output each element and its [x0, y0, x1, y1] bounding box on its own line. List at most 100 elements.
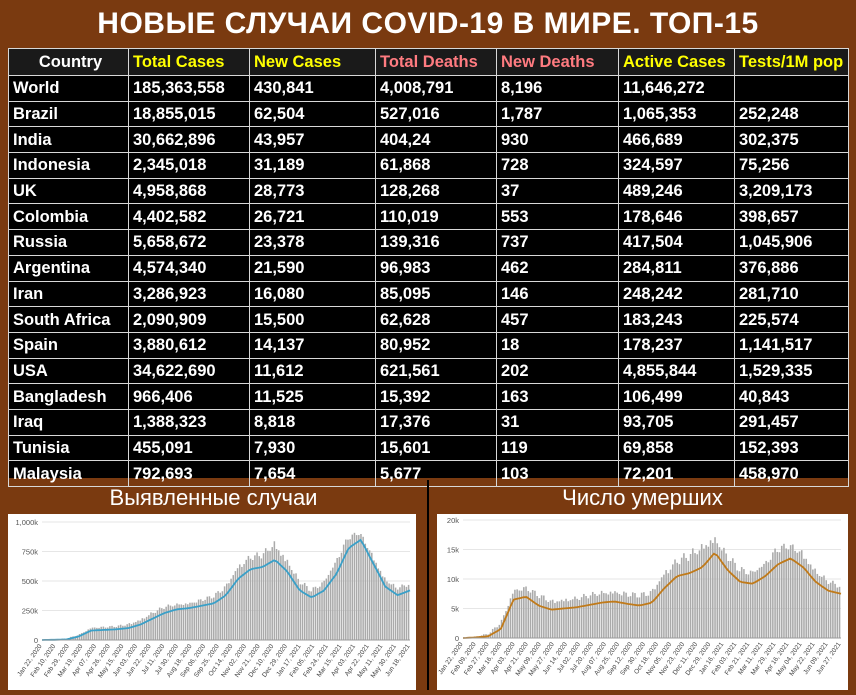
col-total-deaths-cell: 139,316	[376, 230, 497, 256]
daily-bar	[712, 543, 714, 638]
col-new-deaths-cell: 146	[497, 281, 619, 307]
col-new-deaths-cell: 457	[497, 307, 619, 333]
daily-bar	[661, 577, 663, 638]
daily-bar	[360, 534, 362, 640]
col-total-deaths-cell: 85,095	[376, 281, 497, 307]
col-total-deaths-cell: 96,983	[376, 255, 497, 281]
daily-bar	[781, 546, 783, 638]
daily-bar	[685, 558, 687, 638]
daily-bar	[623, 592, 625, 638]
daily-bar	[563, 601, 565, 638]
daily-bar	[788, 550, 790, 638]
daily-bar	[159, 608, 161, 640]
daily-bar	[310, 591, 312, 640]
daily-bar	[215, 593, 217, 640]
daily-bar	[645, 596, 647, 638]
col-country-cell: Colombia	[9, 204, 129, 230]
daily-bar	[248, 556, 250, 640]
daily-bar	[265, 548, 267, 640]
daily-bar	[612, 593, 614, 638]
col-active-cases-cell: 324,597	[619, 153, 735, 179]
daily-bar	[354, 533, 356, 640]
daily-bar	[632, 592, 634, 638]
daily-bar	[683, 553, 685, 638]
daily-bar	[585, 596, 587, 638]
daily-bar	[570, 600, 572, 638]
daily-bar	[732, 558, 734, 638]
col-new-cases-cell: 43,957	[250, 127, 376, 153]
daily-bar	[408, 585, 410, 640]
daily-bar	[765, 561, 767, 638]
col-active-cases-cell: 4,855,844	[619, 358, 735, 384]
daily-bar	[741, 567, 743, 638]
col-new-cases-cell: 11,612	[250, 358, 376, 384]
daily-bar	[313, 587, 315, 640]
daily-bar	[349, 539, 351, 640]
col-new-cases-cell: 62,504	[250, 101, 376, 127]
daily-bar	[274, 541, 276, 640]
col-active-cases-cell: 178,646	[619, 204, 735, 230]
daily-bar	[111, 626, 113, 640]
daily-bar	[839, 587, 841, 638]
page-title: НОВЫЕ СЛУЧАИ COVID-19 В МИРЕ. ТОП-15	[0, 0, 856, 46]
daily-bar	[129, 623, 131, 640]
daily-bar	[656, 585, 658, 638]
daily-bar	[380, 571, 382, 640]
col-country-header: Country	[9, 49, 129, 76]
daily-bar	[701, 544, 703, 638]
col-total-deaths-cell: 4,008,791	[376, 76, 497, 102]
daily-bar	[648, 596, 650, 638]
col-total-cases-cell: 4,402,582	[129, 204, 250, 230]
col-country-cell: UK	[9, 178, 129, 204]
col-tests-per-1m-cell: 152,393	[735, 435, 849, 461]
daily-bar	[674, 559, 676, 638]
col-country-cell: India	[9, 127, 129, 153]
col-total-cases-cell: 4,574,340	[129, 255, 250, 281]
daily-bar	[545, 600, 547, 638]
col-total-deaths-cell: 621,561	[376, 358, 497, 384]
daily-bar	[94, 627, 96, 640]
col-country-cell: World	[9, 76, 129, 102]
daily-bar	[576, 599, 578, 638]
daily-bar	[654, 589, 656, 638]
daily-bar	[373, 560, 375, 640]
col-active-cases-header: Active Cases	[619, 49, 735, 76]
daily-bar	[639, 597, 641, 638]
daily-bar	[261, 558, 263, 640]
col-new-cases-cell: 15,500	[250, 307, 376, 333]
daily-bar	[250, 559, 252, 640]
col-total-cases-cell: 34,622,690	[129, 358, 250, 384]
col-new-deaths-cell: 37	[497, 178, 619, 204]
daily-bar	[699, 550, 701, 638]
daily-bar	[523, 587, 525, 638]
daily-bar	[592, 592, 594, 638]
daily-bar	[772, 552, 774, 638]
daily-bar	[610, 592, 612, 638]
col-total-cases-cell: 2,090,909	[129, 307, 250, 333]
col-total-cases-cell: 185,363,558	[129, 76, 250, 102]
daily-bar	[596, 596, 598, 638]
col-country-cell: Iran	[9, 281, 129, 307]
y-tick-label: 15k	[447, 546, 459, 555]
daily-bar	[258, 556, 260, 640]
daily-bar	[692, 548, 694, 638]
y-tick-label: 5k	[451, 605, 459, 614]
col-new-deaths-header: New Deaths	[497, 49, 619, 76]
daily-bar	[614, 591, 616, 638]
daily-bar	[256, 552, 258, 640]
col-new-deaths-cell: 202	[497, 358, 619, 384]
col-active-cases-cell: 466,689	[619, 127, 735, 153]
daily-bar	[659, 581, 661, 638]
daily-bar	[516, 589, 518, 638]
daily-bar	[663, 575, 665, 638]
daily-bar	[514, 590, 516, 638]
